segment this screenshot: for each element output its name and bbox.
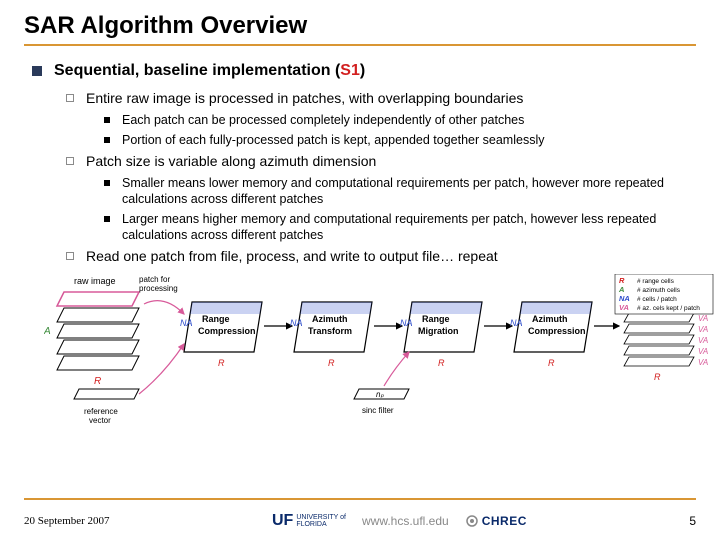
bullet-level2: Read one patch from file, process, and w… xyxy=(66,248,696,264)
axis-R: R xyxy=(94,376,101,387)
axis-A: A xyxy=(44,326,51,337)
arrow-icon xyxy=(139,344,184,394)
ref-vector-shape xyxy=(74,389,139,399)
svg-text:VA: VA xyxy=(698,347,708,356)
hollow-square-icon xyxy=(66,252,74,260)
svg-text:R: R xyxy=(548,358,555,368)
ref-vector-label: reference xyxy=(84,407,118,416)
arrow-icon xyxy=(144,300,184,313)
svg-text:VA: VA xyxy=(698,358,708,367)
l2-text: Entire raw image is processed in patches… xyxy=(86,90,523,106)
bullet-level3: Smaller means lower memory and computati… xyxy=(104,175,696,208)
l2-text: Patch size is variable along azimuth dim… xyxy=(86,153,376,169)
raw-image-label: raw image xyxy=(74,276,116,286)
chrec-logo: CHREC xyxy=(465,514,527,528)
svg-text:Range: Range xyxy=(202,314,230,324)
svg-text:A: A xyxy=(618,285,624,294)
svg-text:NA: NA xyxy=(290,318,303,328)
square-bullet-icon xyxy=(32,66,42,76)
svg-text:# azimuth cells: # azimuth cells xyxy=(637,287,681,294)
arrow-icon xyxy=(384,352,409,386)
svg-text:R: R xyxy=(328,358,335,368)
bullet-level2: Entire raw image is processed in patches… xyxy=(66,90,696,106)
svg-text:NA: NA xyxy=(510,318,523,328)
uf-logo: UF UNIVERSITY ofFLORIDA xyxy=(272,512,346,530)
hollow-square-icon xyxy=(66,157,74,165)
svg-text:NA: NA xyxy=(619,294,630,303)
small-square-icon xyxy=(104,216,110,222)
svg-text:# range cells: # range cells xyxy=(637,278,675,285)
footer-logos: UF UNIVERSITY ofFLORIDA www.hcs.ufl.edu … xyxy=(272,512,527,530)
title-underline: SAR Algorithm Overview xyxy=(24,12,696,46)
page-number: 5 xyxy=(689,514,696,528)
svg-text:NA: NA xyxy=(180,318,193,328)
small-square-icon xyxy=(104,180,110,186)
gear-icon xyxy=(465,514,479,528)
svg-text:VA: VA xyxy=(698,336,708,345)
small-square-icon xyxy=(104,137,110,143)
pipeline-diagram: raw image A R patch for processing refer… xyxy=(44,274,676,429)
small-square-icon xyxy=(104,117,110,123)
footer-date: 20 September 2007 xyxy=(24,515,110,527)
bullet-level3: Portion of each fully-processed patch is… xyxy=(104,132,696,148)
diagram-svg: raw image A R patch for processing refer… xyxy=(44,274,714,424)
footer: 20 September 2007 UF UNIVERSITY ofFLORID… xyxy=(24,512,696,530)
svg-text:Migration: Migration xyxy=(418,326,459,336)
ref-vector-label2: vector xyxy=(89,416,111,424)
heading-s1: S1 xyxy=(340,62,360,79)
svg-text:R: R xyxy=(654,372,661,382)
bullet-level3: Each patch can be processed completely i… xyxy=(104,112,696,128)
heading-text: Sequential, baseline implementation (S1) xyxy=(54,62,365,80)
svg-text:R: R xyxy=(619,276,625,285)
svg-text:R: R xyxy=(218,358,225,368)
svg-text:# cells / patch: # cells / patch xyxy=(637,296,677,303)
hollow-square-icon xyxy=(66,94,74,102)
svg-text:Compression: Compression xyxy=(198,326,256,336)
heading-prefix: Sequential, baseline implementation ( xyxy=(54,62,340,79)
svg-text:Transform: Transform xyxy=(308,326,352,336)
heading-suffix: ) xyxy=(360,62,365,79)
svg-text:# az. cels kept / patch: # az. cels kept / patch xyxy=(637,305,700,312)
patch-label: patch for xyxy=(139,275,170,284)
l2-text: Read one patch from file, process, and w… xyxy=(86,248,498,264)
sinc-label: sinc filter xyxy=(362,406,394,415)
slide-title: SAR Algorithm Overview xyxy=(24,12,696,40)
l3-text: Larger means higher memory and computati… xyxy=(122,211,696,244)
svg-text:Compression: Compression xyxy=(528,326,586,336)
axis-np: nₚ xyxy=(376,390,384,399)
l3-text: Each patch can be processed completely i… xyxy=(122,112,524,128)
svg-text:R: R xyxy=(438,358,445,368)
bullet-level1: Sequential, baseline implementation (S1) xyxy=(32,62,696,80)
patch-label2: processing xyxy=(139,284,178,293)
svg-text:VA: VA xyxy=(698,314,708,323)
svg-text:VA: VA xyxy=(698,325,708,334)
svg-text:Azimuth: Azimuth xyxy=(312,314,348,324)
footer-url: www.hcs.ufl.edu xyxy=(362,514,449,528)
svg-text:VA: VA xyxy=(619,303,629,312)
l3-text: Portion of each fully-processed patch is… xyxy=(122,132,544,148)
l3-text: Smaller means lower memory and computati… xyxy=(122,175,696,208)
svg-text:Range: Range xyxy=(422,314,450,324)
svg-text:NA: NA xyxy=(400,318,413,328)
svg-text:Azimuth: Azimuth xyxy=(532,314,568,324)
bullet-level2: Patch size is variable along azimuth dim… xyxy=(66,153,696,169)
footer-rule xyxy=(24,498,696,500)
bullet-level3: Larger means higher memory and computati… xyxy=(104,211,696,244)
